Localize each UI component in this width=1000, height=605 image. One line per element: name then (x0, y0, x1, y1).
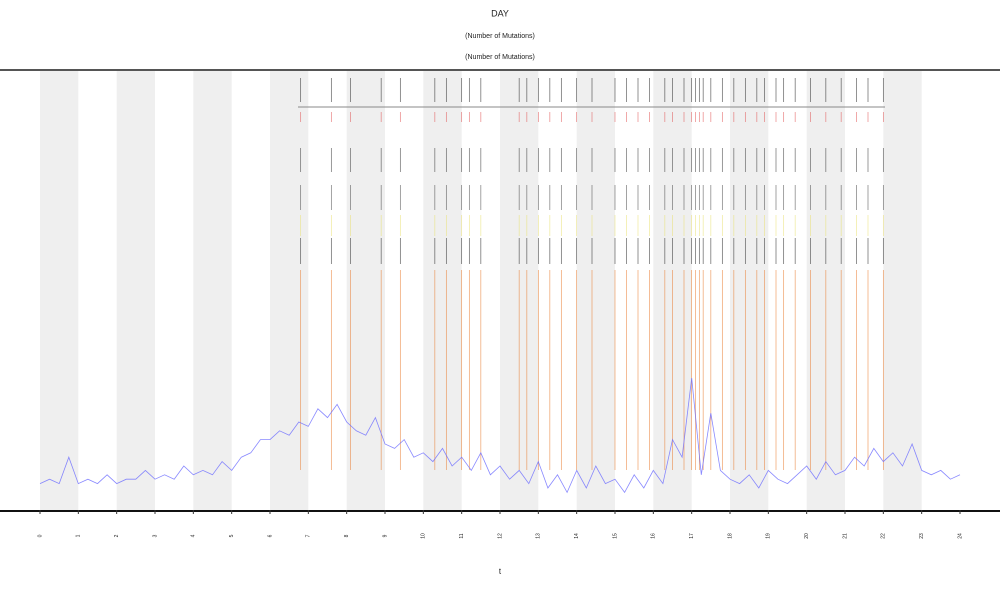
x-tick-label: 16 (651, 533, 657, 539)
x-tick-label: 2 (114, 534, 120, 537)
band (40, 70, 79, 510)
x-axis-label: t (499, 567, 502, 576)
band (730, 70, 769, 510)
x-tick-label: 21 (842, 533, 848, 539)
x-tick-label: 14 (574, 533, 580, 539)
x-tick-label: 6 (267, 534, 273, 537)
x-tick-label: 18 (727, 533, 733, 539)
band (423, 70, 462, 510)
bands (40, 70, 922, 510)
chart-title: DAY (491, 8, 509, 18)
x-tick-label: 15 (612, 533, 618, 539)
x-tick-label: 1 (76, 534, 82, 537)
x-tick-label: 5 (229, 534, 235, 537)
band (116, 70, 155, 510)
series-line (39, 377, 961, 494)
x-tick-label: 17 (689, 533, 695, 539)
x-tick-label: 10 (421, 533, 427, 539)
band (270, 70, 309, 510)
x-tick-label: 23 (919, 533, 925, 539)
x-tick-label: 12 (497, 533, 503, 539)
x-tick-label: 4 (191, 534, 197, 537)
chart-subtitle: (Number of Mutations) (465, 54, 535, 61)
band (193, 70, 232, 510)
x-tick-label: 0 (37, 534, 43, 537)
band (576, 70, 615, 510)
x-tick-label: 13 (536, 533, 542, 539)
x-tick-label: 20 (804, 533, 810, 539)
band (346, 70, 385, 510)
x-tick-label: 9 (382, 534, 388, 537)
chart-subtitle: (Number of Mutations) (465, 33, 535, 40)
x-tick-label: 7 (306, 534, 312, 537)
x-tick-label: 3 (152, 534, 158, 537)
x-tick-label: 22 (881, 533, 887, 539)
x-tick-label: 24 (957, 533, 963, 539)
x-tick-label: 19 (766, 533, 772, 539)
x-tick-label: 11 (459, 533, 465, 538)
band (883, 70, 922, 510)
x-tick-label: 8 (344, 534, 350, 537)
